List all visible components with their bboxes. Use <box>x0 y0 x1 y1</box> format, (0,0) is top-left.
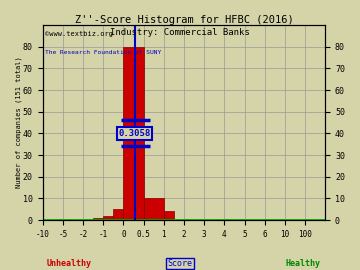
Bar <box>144 198 164 220</box>
Text: The Research Foundation of SUNY: The Research Foundation of SUNY <box>45 50 162 55</box>
Bar <box>113 209 123 220</box>
Text: ©www.textbiz.org: ©www.textbiz.org <box>45 31 113 37</box>
Text: Industry: Commercial Banks: Industry: Commercial Banks <box>110 28 250 37</box>
Bar <box>123 47 144 220</box>
Bar <box>103 216 113 220</box>
Text: Unhealthy: Unhealthy <box>47 259 92 268</box>
Text: Score: Score <box>167 259 193 268</box>
Text: 0.3058: 0.3058 <box>118 129 150 138</box>
Bar <box>93 218 103 220</box>
Text: Healthy: Healthy <box>285 259 320 268</box>
Bar <box>164 211 174 220</box>
Title: Z''-Score Histogram for HFBC (2016): Z''-Score Histogram for HFBC (2016) <box>75 15 293 25</box>
Y-axis label: Number of companies (151 total): Number of companies (151 total) <box>15 57 22 188</box>
